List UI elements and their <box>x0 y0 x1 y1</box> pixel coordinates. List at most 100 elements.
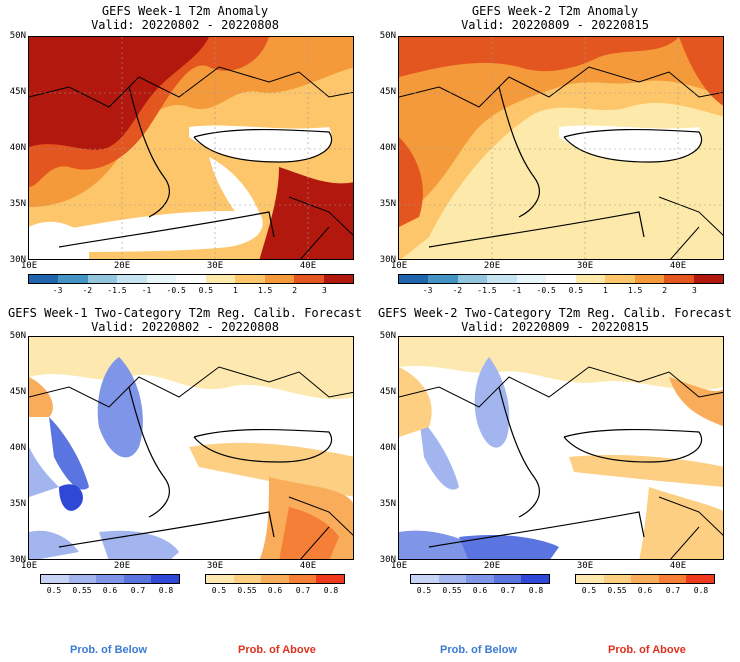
lat-label: 30N <box>9 555 26 565</box>
lon-label: 10E <box>390 261 408 271</box>
lon-label: 20E <box>483 561 501 571</box>
colorbar-swatch <box>206 575 234 583</box>
panel-week1-anomaly: GEFS Week-1 T2m Anomaly Valid: 20220802 … <box>0 0 370 300</box>
colorbar-label: 0.55 <box>442 586 462 595</box>
colorbar-swatch <box>634 275 665 283</box>
colorbar-label: 1 <box>603 286 608 295</box>
colorbar-label: 0.5 <box>198 286 214 295</box>
colorbar-swatch <box>96 575 124 583</box>
colorbar-swatch <box>399 275 429 283</box>
panel-week2-prob: GEFS Week-2 Two-Category T2m Reg. Calib.… <box>370 300 740 600</box>
anomaly-map <box>28 36 354 260</box>
colorbar-swatch <box>123 575 152 583</box>
prob-above-label: Prob. of Above <box>238 644 316 656</box>
colorbar-label: 3 <box>321 286 327 295</box>
prob-below-label: Prob. of Below <box>70 644 147 656</box>
colorbar-label: 0.7 <box>500 586 516 595</box>
lat-label: 50N <box>379 331 396 341</box>
colorbar-label: -1 <box>141 286 152 295</box>
below-colorbar-labels: 0.5 0.55 0.6 0.7 0.8 <box>0 586 370 598</box>
above-colorbar <box>205 574 345 584</box>
lon-label: 30E <box>576 261 594 271</box>
above-colorbar-labels: 0.5 0.55 0.6 0.7 0.8 <box>370 586 740 598</box>
panel-title: GEFS Week-2 Two-Category T2m Reg. Calib.… <box>377 306 732 320</box>
colorbar-label: 0.8 <box>528 586 544 595</box>
colorbar-label: 0.6 <box>102 586 118 595</box>
colorbar-swatch <box>68 575 97 583</box>
lat-label: 35N <box>9 499 26 509</box>
lat-label: 30N <box>9 255 26 265</box>
colorbar-swatch <box>58 275 88 283</box>
lat-label: 40N <box>379 443 396 453</box>
colorbar-label: 2 <box>662 286 668 295</box>
colorbar-swatch <box>323 275 353 283</box>
lon-label: 30E <box>206 261 224 271</box>
colorbar-swatch <box>428 275 458 283</box>
panel-valid-dates: Valid: 20220809 - 20220815 <box>461 320 649 334</box>
colorbar-swatch <box>686 575 714 583</box>
colorbar-label: 3 <box>691 286 697 295</box>
panel-week1-prob: GEFS Week-1 Two-Category T2m Reg. Calib.… <box>0 300 370 600</box>
lon-label: 10E <box>390 561 408 571</box>
colorbar-swatch <box>521 575 549 583</box>
anomaly-colorbar <box>28 274 354 284</box>
colorbar-swatch <box>516 275 547 283</box>
above-colorbar-labels: 0.5 0.55 0.6 0.7 0.8 <box>0 586 370 598</box>
anomaly-colorbar-labels: -3 -2 -1.5 -1 -0.5 0.5 1 1.5 2 3 <box>370 286 740 298</box>
lon-label: 20E <box>113 561 131 571</box>
colorbar-label: 0.55 <box>237 586 257 595</box>
colorbar-label: 0.8 <box>323 586 339 595</box>
colorbar-swatch <box>146 275 177 283</box>
colorbar-swatch <box>546 275 576 283</box>
colorbar-label: 0.7 <box>130 586 146 595</box>
probability-map <box>398 336 724 560</box>
colorbar-swatch <box>605 275 635 283</box>
colorbar-label: 0.6 <box>267 586 283 595</box>
colorbar-label: -0.5 <box>536 286 556 295</box>
lat-label: 50N <box>9 331 26 341</box>
colorbar-label: 0.55 <box>607 586 627 595</box>
prob-above-label: Prob. of Above <box>608 644 686 656</box>
below-colorbar-labels: 0.5 0.55 0.6 0.7 0.8 <box>370 586 740 598</box>
colorbar-swatch <box>493 575 522 583</box>
colorbar-label: 1.5 <box>257 286 273 295</box>
colorbar-swatch <box>294 275 324 283</box>
lat-label: 40N <box>379 143 396 153</box>
colorbar-swatch <box>235 275 265 283</box>
colorbar-label: 0.6 <box>637 586 653 595</box>
colorbar-label: 2 <box>292 286 298 295</box>
panel-title: GEFS Week-2 T2m Anomaly <box>471 4 639 18</box>
lon-label: 20E <box>113 261 131 271</box>
colorbar-swatch <box>41 575 69 583</box>
lat-label: 45N <box>379 87 396 97</box>
colorbar-label: 0.8 <box>158 586 174 595</box>
lon-label: 10E <box>20 561 38 571</box>
colorbar-label: 0.8 <box>693 586 709 595</box>
panel-title: GEFS Week-1 Two-Category T2m Reg. Calib.… <box>7 306 362 320</box>
colorbar-label: 0.55 <box>72 586 92 595</box>
lat-label: 35N <box>379 199 396 209</box>
colorbar-label: 1.5 <box>627 286 643 295</box>
lon-label: 20E <box>483 261 501 271</box>
colorbar-swatch <box>411 575 439 583</box>
lat-label: 50N <box>9 31 26 41</box>
lat-label: 40N <box>9 143 26 153</box>
lat-label: 35N <box>379 499 396 509</box>
anomaly-map <box>398 36 724 260</box>
lat-label: 45N <box>379 387 396 397</box>
colorbar-label: 0.7 <box>295 586 311 595</box>
colorbar-swatch <box>176 275 206 283</box>
colorbar-swatch <box>631 575 659 583</box>
colorbar-swatch <box>603 575 632 583</box>
colorbar-swatch <box>664 275 694 283</box>
colorbar-swatch <box>487 275 517 283</box>
below-colorbar <box>410 574 550 584</box>
colorbar-swatch <box>288 575 317 583</box>
panel-title: GEFS Week-1 T2m Anomaly <box>101 4 269 18</box>
colorbar-swatch <box>693 275 723 283</box>
colorbar-label: -3 <box>52 286 63 295</box>
lon-label: 30E <box>576 561 594 571</box>
colorbar-swatch <box>457 275 488 283</box>
lat-label: 35N <box>9 199 26 209</box>
colorbar-label: 0.7 <box>665 586 681 595</box>
